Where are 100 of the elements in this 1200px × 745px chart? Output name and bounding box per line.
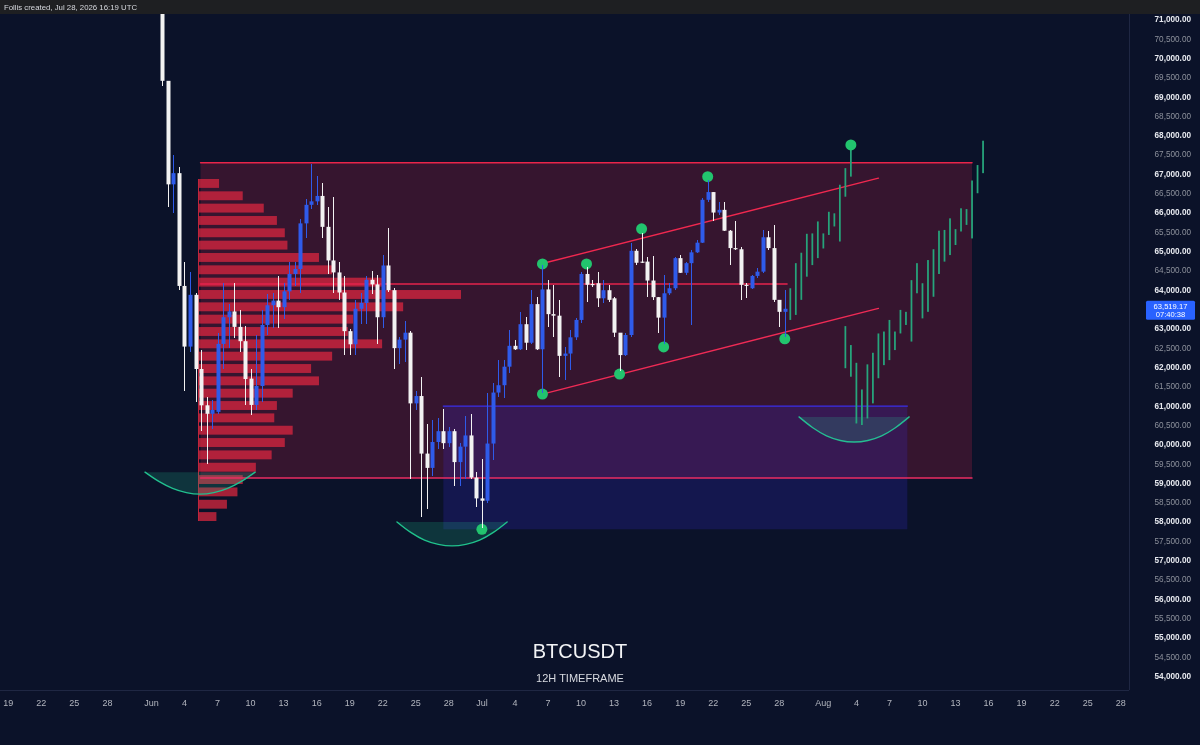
candlestick (507, 329, 512, 374)
candlestick (706, 179, 711, 203)
candlestick (722, 201, 727, 232)
candlestick (436, 417, 441, 450)
candlestick (254, 334, 259, 411)
y-tick-label: 69,000.00 (1154, 92, 1192, 102)
candlestick (348, 328, 353, 356)
point (658, 341, 670, 353)
candlestick (496, 359, 501, 398)
candlestick (227, 303, 232, 349)
point (614, 368, 626, 380)
candlestick (403, 320, 408, 363)
x-tick-label: 4 (181, 698, 187, 708)
candlestick (359, 292, 364, 325)
candlestick (651, 255, 656, 301)
candlestick (568, 329, 573, 371)
candlestick (783, 289, 788, 338)
x-tick-label: 10 (245, 698, 256, 708)
candlestick (304, 198, 309, 239)
candlestick (282, 282, 287, 320)
x-tick-label: 4 (512, 698, 518, 708)
point (636, 223, 648, 235)
y-tick-label: 56,500.00 (1154, 575, 1192, 585)
x-tick-label: 7 (886, 698, 892, 708)
candlestick (551, 284, 556, 338)
y-tick-label: 59,500.00 (1154, 459, 1192, 469)
x-tick-label: 13 (278, 698, 289, 708)
y-tick-label: 69,500.00 (1154, 73, 1192, 83)
y-tick-label: 61,500.00 (1154, 382, 1192, 392)
candlestick (171, 154, 176, 214)
candlestick (711, 191, 716, 222)
candlestick (364, 275, 369, 325)
candlestick (337, 261, 342, 301)
y-tick-label: 57,500.00 (1154, 536, 1192, 546)
x-tick-label: 16 (642, 698, 653, 708)
x-tick-label: 7 (215, 698, 221, 708)
x-tick-label: 22 (1049, 698, 1060, 708)
x-tick-label: 25 (741, 698, 752, 708)
candlestick (474, 471, 479, 508)
x-tick-label: 10 (917, 698, 928, 708)
y-tick-label: 67,000.00 (1154, 169, 1192, 179)
candlestick (458, 442, 463, 487)
candlestick (463, 415, 468, 480)
y-tick-label: 70,000.00 (1154, 53, 1192, 63)
x-tick-label: 19 (3, 698, 14, 708)
candlestick (276, 275, 281, 329)
candlestick (645, 256, 650, 298)
point (845, 139, 857, 151)
point (581, 258, 593, 270)
y-tick-label: 65,000.00 (1154, 247, 1192, 257)
y-tick-label: 56,000.00 (1154, 594, 1192, 604)
point (702, 171, 714, 183)
candlestick (205, 396, 210, 465)
x-tick-label: 28 (1115, 698, 1126, 708)
point (536, 258, 548, 270)
candlestick (287, 261, 292, 301)
x-tick-label: 25 (1082, 698, 1093, 708)
candlestick (315, 175, 320, 206)
y-tick-label: 58,500.00 (1154, 498, 1192, 508)
x-tick-label: 19 (344, 698, 355, 708)
text: BTCUSDT (532, 640, 628, 662)
candlestick (502, 359, 507, 399)
x-tick-label: 28 (774, 698, 785, 708)
candlestick (309, 163, 314, 210)
y-tick-label: 57,000.00 (1154, 556, 1192, 566)
candlestick (232, 282, 237, 339)
candlestick (728, 229, 733, 266)
x-tick-label: Jul (476, 698, 488, 708)
x-tick-label: 22 (708, 698, 719, 708)
y-tick-label: 66,000.00 (1154, 208, 1192, 218)
candlestick (210, 399, 215, 430)
y-tick-label: 60,000.00 (1154, 440, 1192, 450)
x-tick-label: 16 (983, 698, 994, 708)
y-tick-label: 54,500.00 (1154, 652, 1192, 662)
candlestick (618, 332, 623, 372)
y-tick-label: 54,000.00 (1154, 671, 1192, 681)
candlestick (441, 408, 446, 450)
y-tick-label: 64,500.00 (1154, 266, 1192, 276)
y-tick-label: 63,000.00 (1154, 324, 1192, 334)
candlestick (689, 249, 694, 326)
point (779, 333, 791, 345)
x-tick-label: 28 (443, 698, 454, 708)
candlestick (480, 458, 485, 529)
candlestick (447, 426, 452, 448)
candlestick (414, 390, 419, 411)
y-tick-label: 71,000.00 (1154, 15, 1192, 25)
text: 12H TIMEFRAME (536, 672, 624, 684)
x-tick-label: Jun (144, 698, 159, 708)
y-tick-label: 59,000.00 (1154, 478, 1192, 488)
y-tick-label: 58,000.00 (1154, 517, 1192, 527)
y-tick-label: 55,000.00 (1154, 633, 1192, 643)
x-tick-label: 25 (410, 698, 421, 708)
candlestick (656, 296, 661, 334)
candlestick (766, 230, 771, 251)
y-tick-label: 60,500.00 (1154, 420, 1192, 430)
y-tick-label: 61,000.00 (1154, 401, 1192, 411)
candlestick (623, 332, 628, 357)
candlestick (265, 293, 270, 336)
x-tick-label: 10 (576, 698, 587, 708)
y-tick-label: 68,500.00 (1154, 111, 1192, 121)
